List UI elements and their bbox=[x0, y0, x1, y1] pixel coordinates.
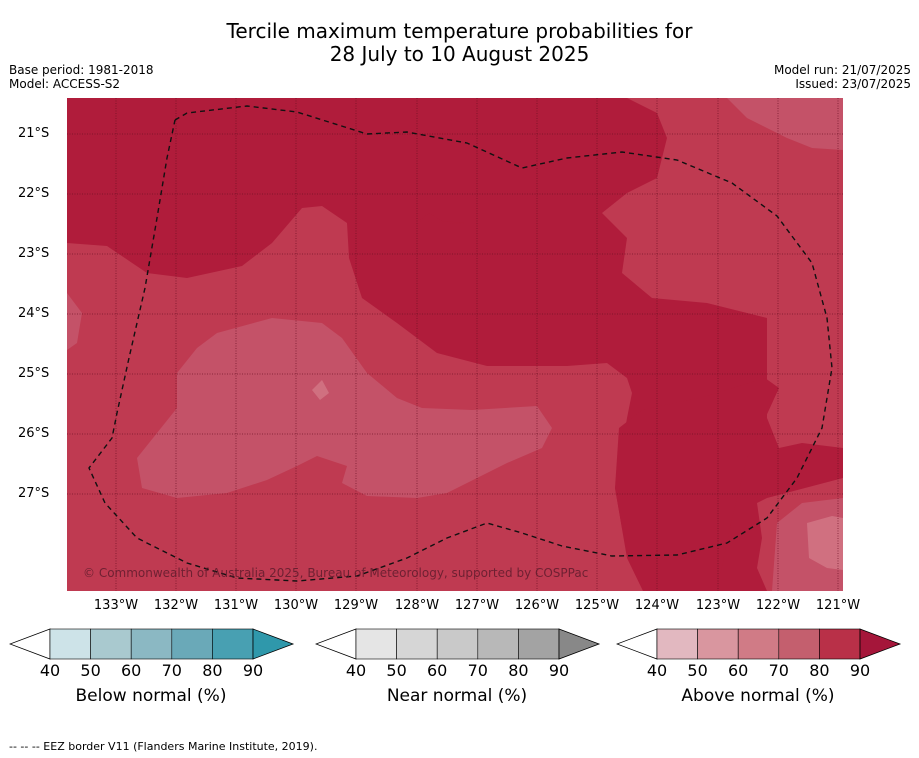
colorbar-segment bbox=[737, 628, 780, 660]
colorbar-extend-low bbox=[315, 628, 357, 660]
colorbar-segment bbox=[130, 628, 173, 660]
colorbar-tick-label: 80 bbox=[202, 661, 223, 680]
colorbar-tick-label: 90 bbox=[548, 661, 570, 680]
colorbar-segment bbox=[396, 628, 438, 660]
graticule bbox=[67, 98, 843, 591]
meta-right: Model run: 21/07/2025 Issued: 23/07/2025 bbox=[774, 63, 911, 91]
colorbar-tick-label: 70 bbox=[161, 661, 182, 680]
latitude-label: 24°S bbox=[18, 306, 50, 321]
colorbar-tick-label: 50 bbox=[80, 661, 101, 680]
colorbar-extend-high bbox=[859, 628, 902, 660]
colorbar-tick-label: 60 bbox=[728, 661, 749, 680]
longitude-label: 122°W bbox=[755, 598, 801, 613]
longitude-label: 121°W bbox=[815, 598, 861, 613]
colorbar bbox=[9, 628, 295, 660]
colorbar-extend-low bbox=[9, 628, 51, 660]
title-line-2: 28 July to 10 August 2025 bbox=[329, 42, 590, 66]
colorbar-tick-label: 90 bbox=[242, 661, 264, 680]
colorbar-segment bbox=[49, 628, 91, 660]
colorbar-segment bbox=[212, 628, 254, 660]
latitude-label: 23°S bbox=[18, 246, 50, 261]
colorbar-tick-label: 90 bbox=[849, 661, 871, 680]
longitude-label: 132°W bbox=[153, 598, 199, 613]
colorbar-extend-high bbox=[558, 628, 601, 660]
model-run: Model run: 21/07/2025 bbox=[773, 63, 911, 77]
colorbar-extend-high bbox=[252, 628, 295, 660]
colorbar-segment bbox=[697, 628, 739, 660]
latitude-label: 22°S bbox=[18, 186, 50, 201]
latitude-label: 26°S bbox=[18, 426, 50, 441]
map-title: Tercile maximum temperature probabilitie… bbox=[0, 20, 919, 66]
colorbar-segment bbox=[819, 628, 861, 660]
colorbar-tick-label: 60 bbox=[427, 661, 448, 680]
colorbar-segment bbox=[778, 628, 820, 660]
colorbar-segment bbox=[436, 628, 479, 660]
colorbar-title: Above normal (%) bbox=[681, 686, 835, 706]
longitude-label: 130°W bbox=[273, 598, 319, 613]
colorbar-segment bbox=[518, 628, 560, 660]
longitude-label: 128°W bbox=[394, 598, 440, 613]
meta-left: Base period: 1981-2018 Model: ACCESS-S2 bbox=[9, 63, 154, 91]
probability-map: © Commonwealth of Australia 2025, Bureau… bbox=[67, 98, 843, 591]
colorbar-title: Below normal (%) bbox=[75, 686, 227, 706]
longitude-label: 126°W bbox=[514, 598, 560, 613]
latitude-label: 27°S bbox=[18, 486, 50, 501]
colorbar-tick-label: 40 bbox=[646, 661, 668, 680]
colorbar-title: Near normal (%) bbox=[386, 686, 528, 706]
colorbar-tick-label: 40 bbox=[39, 661, 61, 680]
eez-border bbox=[88, 105, 833, 582]
latitude-label: 21°S bbox=[18, 126, 50, 141]
colorbar bbox=[315, 628, 601, 660]
colorbar-tick-label: 60 bbox=[121, 661, 142, 680]
longitude-label: 124°W bbox=[634, 598, 680, 613]
colorbar-segment bbox=[171, 628, 213, 660]
colorbar-tick-label: 50 bbox=[687, 661, 708, 680]
issued-date: Issued: 23/07/2025 bbox=[795, 77, 911, 91]
colorbar-tick-label: 50 bbox=[386, 661, 407, 680]
footer-legend: -- -- -- EEZ border V11 (Flanders Marine… bbox=[9, 740, 318, 753]
colorbar-extend-low bbox=[616, 628, 658, 660]
base-period: Base period: 1981-2018 bbox=[9, 63, 154, 77]
region-dark-patch bbox=[419, 213, 779, 591]
colorbar-segment bbox=[90, 628, 132, 660]
colorbar-tick-label: 80 bbox=[508, 661, 529, 680]
longitude-label: 129°W bbox=[333, 598, 379, 613]
colorbar-segment bbox=[656, 628, 698, 660]
colorbar-tick-label: 80 bbox=[809, 661, 830, 680]
colorbar-segment bbox=[477, 628, 519, 660]
colorbar-tick-label: 70 bbox=[768, 661, 789, 680]
colorbar bbox=[616, 628, 902, 660]
region-mid-northeast bbox=[602, 98, 843, 448]
latitude-label: 25°S bbox=[18, 366, 50, 381]
region-light-probability bbox=[67, 98, 843, 591]
colorbar-segment bbox=[355, 628, 397, 660]
longitude-label: 131°W bbox=[213, 598, 259, 613]
title-line-1: Tercile maximum temperature probabilitie… bbox=[226, 19, 693, 43]
model-name: Model: ACCESS-S2 bbox=[9, 77, 121, 91]
copyright-text: © Commonwealth of Australia 2025, Bureau… bbox=[83, 566, 588, 580]
colorbar-tick-label: 40 bbox=[345, 661, 367, 680]
longitude-label: 125°W bbox=[574, 598, 620, 613]
longitude-label: 123°W bbox=[695, 598, 741, 613]
colorbar-tick-label: 70 bbox=[467, 661, 488, 680]
longitude-label: 127°W bbox=[454, 598, 500, 613]
longitude-label: 133°W bbox=[93, 598, 139, 613]
